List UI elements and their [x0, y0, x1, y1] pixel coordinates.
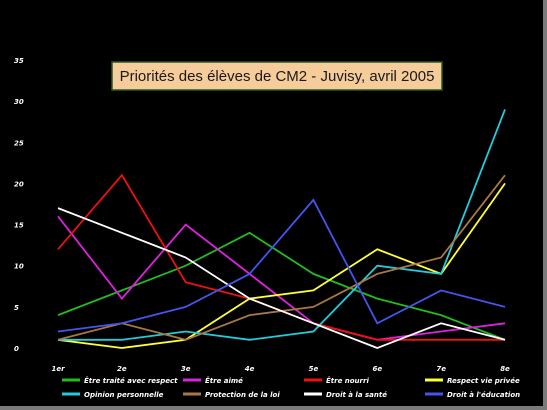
series-lines [57, 109, 506, 349]
legend-label: Protection de la loi [205, 391, 280, 399]
x-tick-label: 2e [117, 365, 127, 373]
x-tick-label: 6e [372, 365, 382, 373]
y-tick-label: 10 [14, 263, 24, 271]
x-tick-label: 8e [500, 365, 510, 373]
series-line [58, 109, 506, 341]
y-tick-label: 25 [14, 139, 24, 147]
series-line [57, 215, 506, 341]
legend-label: Droit à l'éducation [447, 391, 520, 399]
y-tick-label: 30 [14, 98, 24, 106]
x-tick-label: 1er [51, 365, 65, 373]
legend-label: Être traité avec respect [84, 376, 178, 385]
x-tick-label: 5e [309, 365, 319, 373]
legend-label: Opinion personnelle [84, 391, 164, 399]
legend: Être traité avec respect Être aimé Être no… [62, 376, 520, 399]
legend-label: Respect vie privée [447, 377, 520, 385]
y-axis-ticks: 0 5 10 15 20 25 30 35 [14, 57, 24, 353]
series-line [57, 198, 506, 333]
legend-label: Être nourri [326, 376, 369, 385]
y-tick-label: 35 [14, 57, 24, 65]
x-axis-ticks: 1er 2e 3e 4e 5e 6e 7e 8e [51, 365, 510, 373]
y-tick-label: 20 [14, 180, 24, 188]
y-tick-label: 5 [14, 304, 19, 312]
y-tick-label: 15 [14, 222, 24, 230]
x-tick-label: 3e [181, 365, 191, 373]
x-tick-label: 7e [436, 365, 446, 373]
legend-label: Droit à la santé [326, 391, 387, 399]
x-tick-label: 4e [245, 365, 255, 373]
chart-title: Priorités des élèves de CM2 - Juvisy, av… [120, 68, 435, 85]
chart-title-box: Priorités des élèves de CM2 - Juvisy, av… [111, 61, 443, 91]
y-tick-label: 0 [14, 345, 19, 353]
series-line [57, 207, 506, 349]
legend-label: Être aimé [205, 376, 243, 385]
series-line [57, 182, 506, 349]
